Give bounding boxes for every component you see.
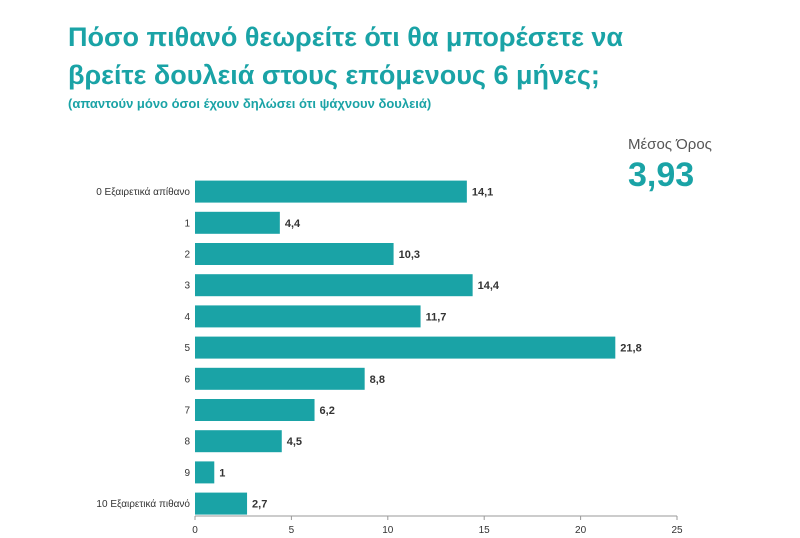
- x-tick-label: 0: [192, 525, 198, 536]
- value-label: 8,8: [370, 374, 385, 386]
- category-label: 2: [184, 250, 190, 261]
- bar: [195, 211, 280, 234]
- bar: [195, 180, 467, 203]
- value-label: 14,1: [472, 187, 493, 199]
- mean-value: 3,93: [628, 156, 695, 194]
- bar: [195, 243, 394, 265]
- category-label: 3: [184, 281, 190, 292]
- value-label: 6,2: [320, 405, 335, 417]
- value-label: 14,4: [478, 280, 500, 292]
- category-label: 4: [184, 312, 190, 323]
- bar: [195, 274, 473, 297]
- value-label: 4,5: [287, 436, 302, 448]
- x-tick-label: 10: [382, 525, 394, 536]
- bars-group: 0 Εξαιρετικά απίθανο 14,11 4,42 10,33 14,44 1…: [96, 180, 642, 515]
- category-label: 9: [184, 468, 190, 479]
- category-label: 8: [184, 437, 190, 448]
- bar: [195, 430, 282, 453]
- category-label: 10 Εξαιρετικά πιθανό: [96, 498, 190, 510]
- x-tick-label: 20: [575, 525, 587, 536]
- bar: [195, 461, 215, 484]
- category-label: 7: [184, 406, 190, 417]
- bar: [195, 305, 421, 328]
- value-label: 10,3: [399, 249, 420, 261]
- bar: [195, 367, 365, 390]
- x-tick-label: 15: [479, 525, 491, 536]
- chart-title: Πόσο πιθανό θεωρείτε ότι θα μπορέσετε να…: [68, 22, 624, 90]
- category-label: 0 Εξαιρετικά απίθανο: [96, 186, 190, 198]
- value-label: 4,4: [285, 218, 301, 230]
- value-label: 11,7: [426, 311, 447, 323]
- bar: [195, 399, 315, 421]
- category-label: 5: [184, 343, 190, 354]
- x-axis: 0 5 10 15 20 25: [192, 515, 683, 536]
- category-label: 6: [184, 374, 190, 385]
- category-label: 1: [184, 218, 190, 229]
- mean-label: Μέσος Όρος: [628, 136, 712, 153]
- value-label: 21,8: [620, 343, 641, 355]
- value-label: 2,7: [252, 499, 267, 511]
- bar: [195, 492, 248, 515]
- value-label: 1: [219, 467, 225, 479]
- x-tick-label: 25: [671, 525, 683, 536]
- chart-subtitle: (απαντούν μόνο όσοι έχουν δηλώσει ότι ψά…: [68, 96, 432, 111]
- x-tick-label: 5: [289, 525, 295, 536]
- bar: [195, 336, 616, 359]
